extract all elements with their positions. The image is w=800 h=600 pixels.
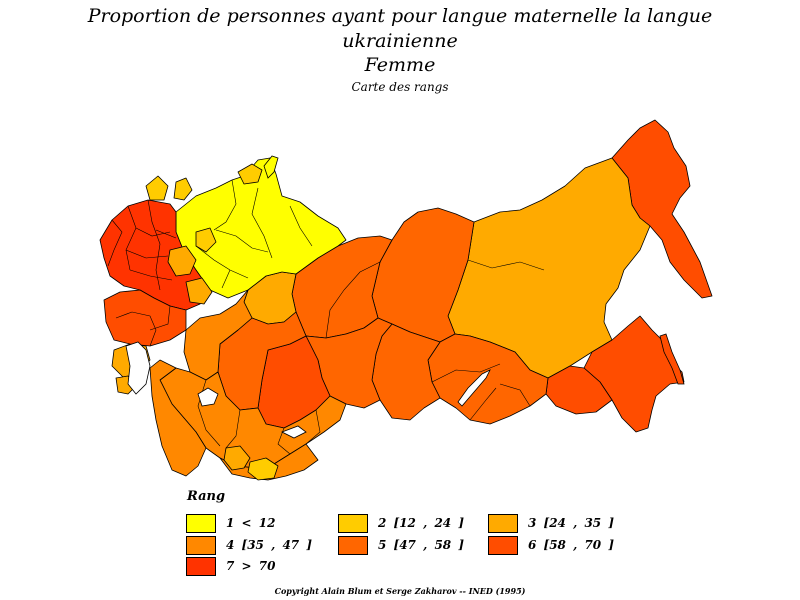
legend-label: 4 [35 , 47 ] xyxy=(226,538,312,552)
region-karelia xyxy=(173,177,193,201)
map-subtitle: Femme xyxy=(364,54,436,76)
legend-title: Rang xyxy=(187,489,226,504)
legend-swatch xyxy=(488,536,518,555)
legend-swatch xyxy=(186,536,216,555)
region-kola xyxy=(237,163,263,185)
legend-label: 6 [58 , 70 ] xyxy=(528,538,614,552)
legend-label: 7 > 70 xyxy=(226,559,276,573)
title-block: Proportion de personnes ayant pour langu… xyxy=(0,4,800,96)
region-volga-south xyxy=(185,277,213,305)
region-volga xyxy=(167,245,197,277)
map-title-line-2: ukrainienne xyxy=(342,30,458,52)
legend-swatch xyxy=(338,536,368,555)
legend-swatch xyxy=(186,557,216,576)
region-amur xyxy=(545,365,613,415)
legend-label: 3 [24 , 35 ] xyxy=(528,516,614,530)
legend-swatch xyxy=(488,514,518,533)
region-tajikistan xyxy=(247,457,279,481)
lake-balkhash xyxy=(281,425,307,439)
legend-swatch xyxy=(186,514,216,533)
region-belarus xyxy=(103,289,187,347)
region-baltic xyxy=(145,175,169,201)
region-uzbekistan xyxy=(223,445,251,471)
legend-label: 5 [47 , 58 ] xyxy=(378,538,464,552)
legend-swatch xyxy=(338,514,368,533)
legend-label: 2 [12 , 24 ] xyxy=(378,516,464,530)
region-west-kazakhstan xyxy=(149,359,207,477)
region-irkutsk xyxy=(371,323,441,421)
island-novaya-zemlya xyxy=(263,155,279,179)
region-chuvash xyxy=(195,227,217,253)
lake-aral xyxy=(197,387,219,407)
map-caption: Carte des rangs xyxy=(351,80,449,94)
map-title-line-1: Proportion de personnes ayant pour langu… xyxy=(87,5,713,27)
lake-caspian xyxy=(125,341,151,395)
copyright-notice: Copyright Alain Blum et Serge Zakharov -… xyxy=(274,586,526,596)
legend-label: 1 < 12 xyxy=(226,516,276,530)
island-sakhalin xyxy=(659,333,685,385)
lake-baikal xyxy=(457,369,491,407)
